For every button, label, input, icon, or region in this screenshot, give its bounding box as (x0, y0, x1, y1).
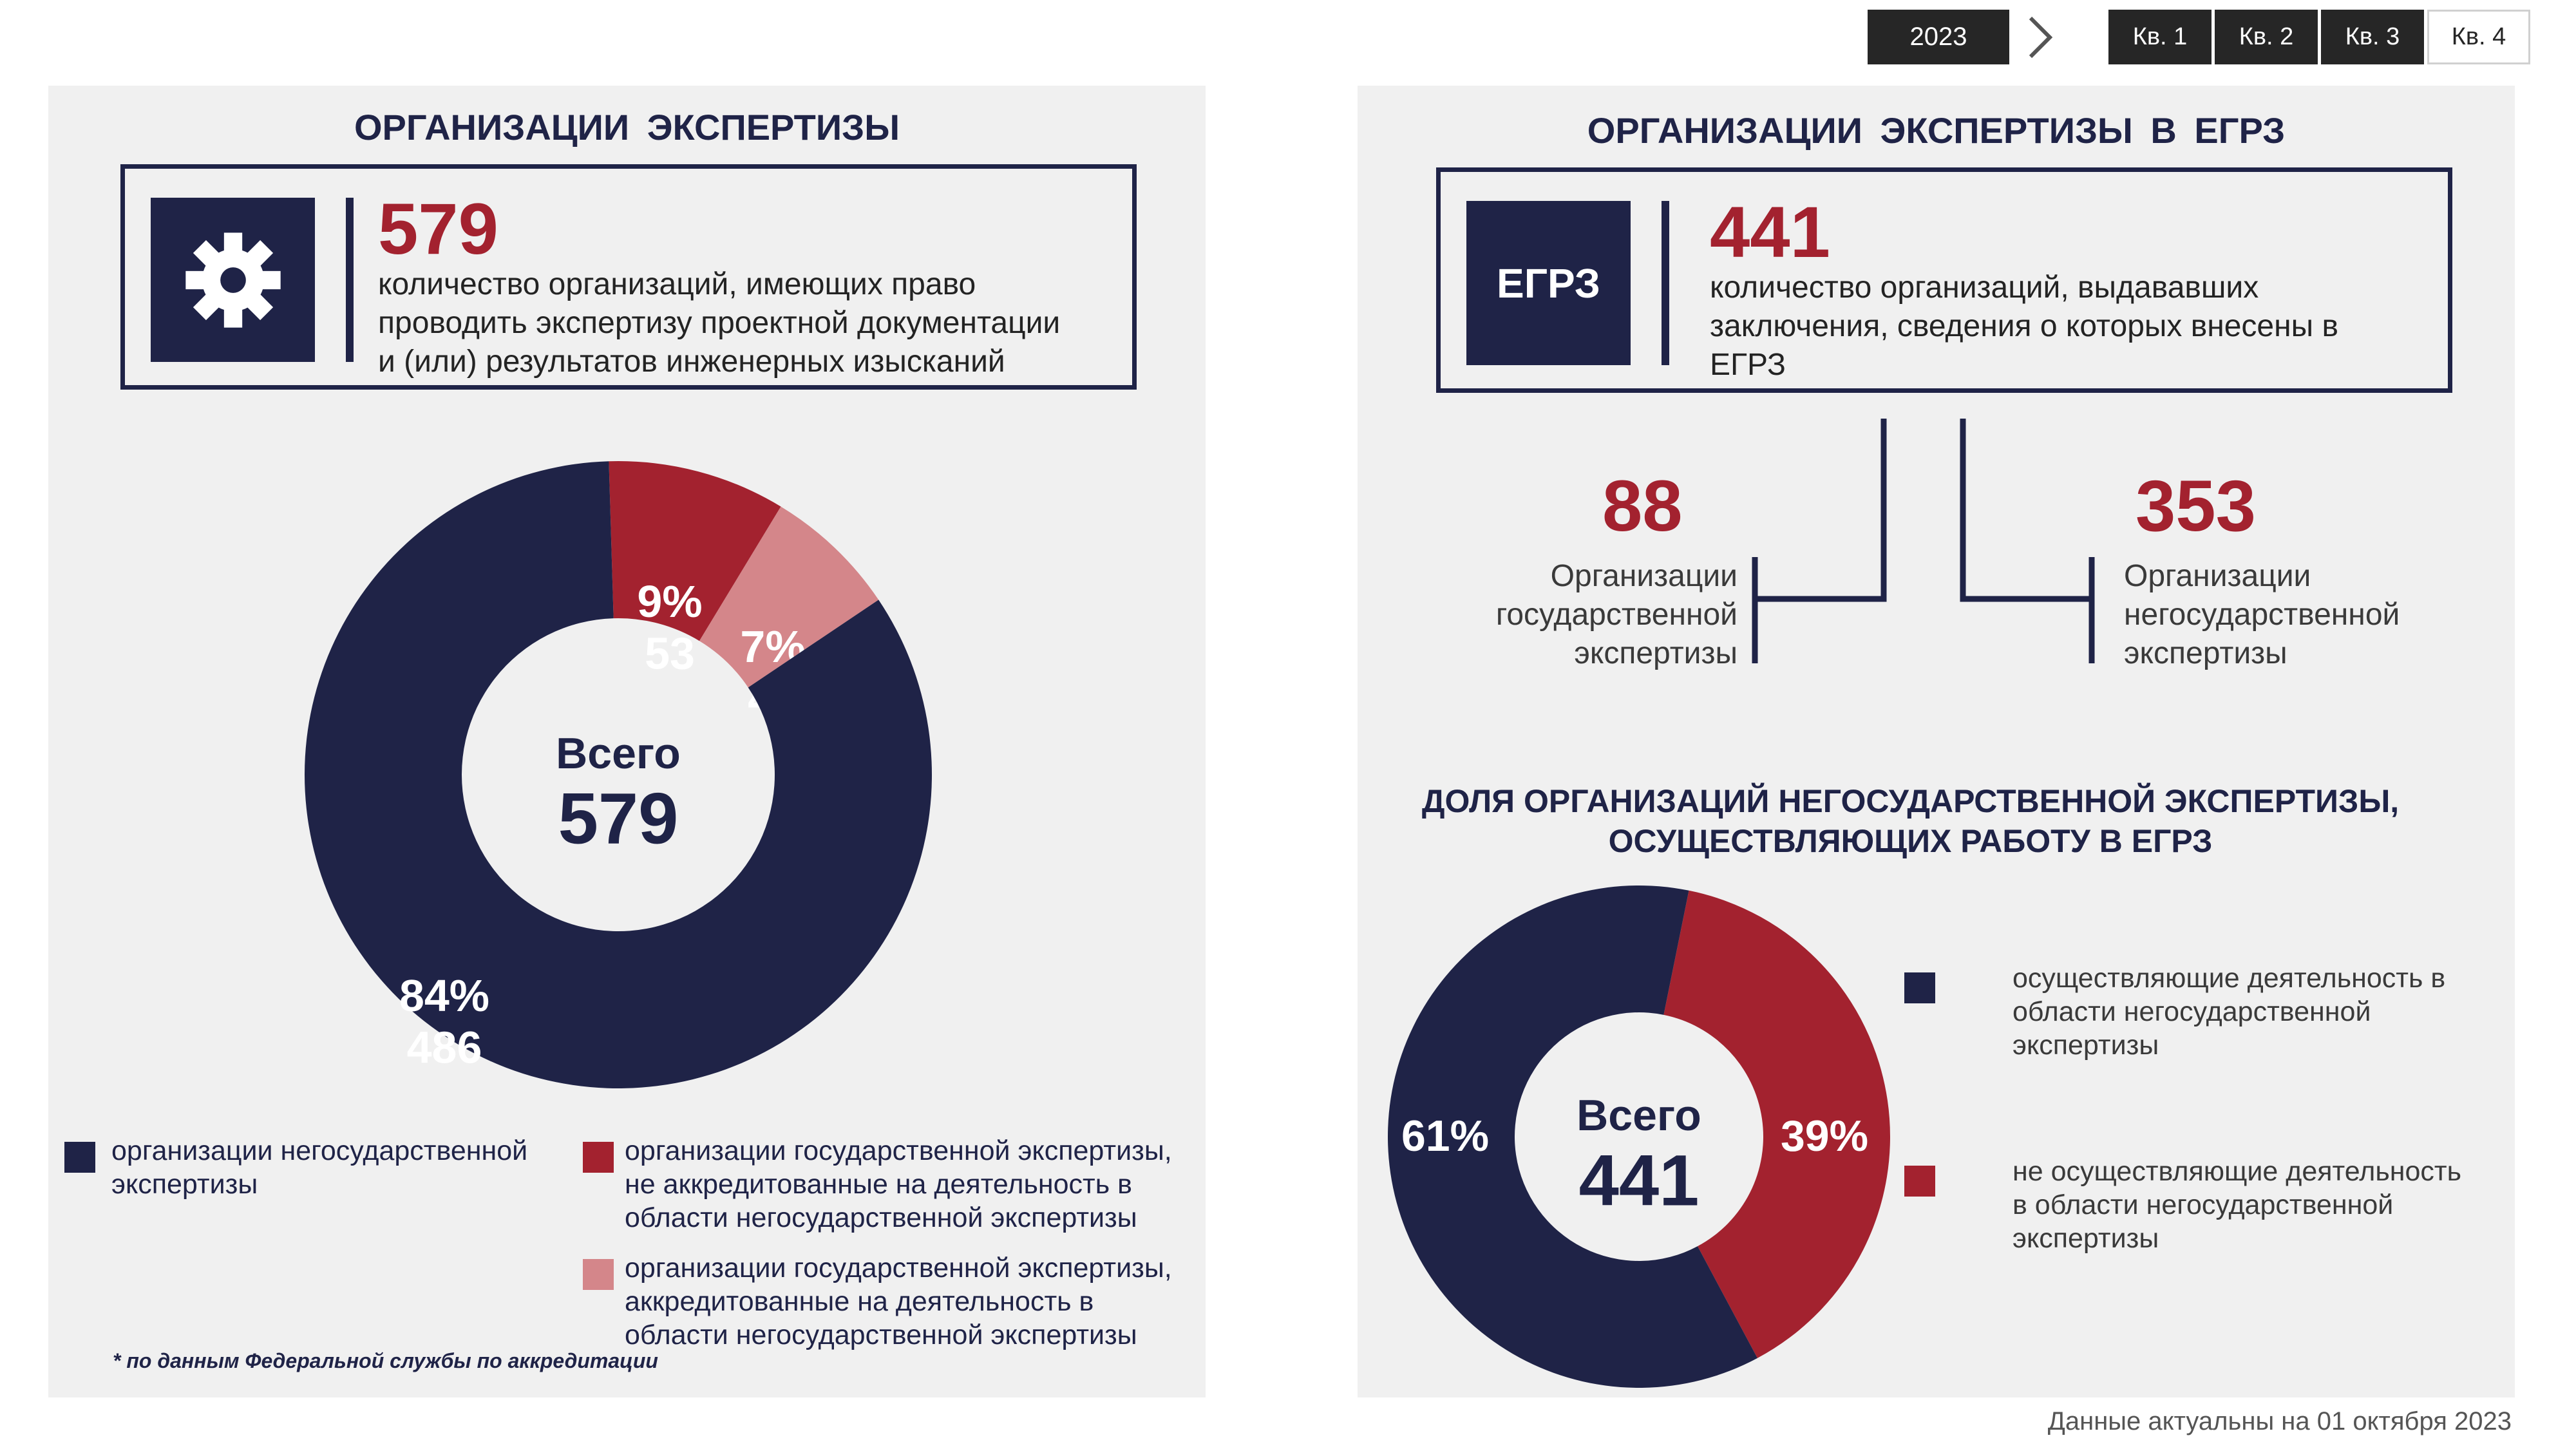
legend-swatch-nongov (64, 1142, 95, 1173)
label-line: экспертизы (1574, 636, 1738, 670)
label-line: Организации (1550, 559, 1738, 593)
egrz-icon: ЕГРЗ (1466, 201, 1631, 365)
donut-slice (609, 461, 781, 641)
quarter-4-button[interactable]: Кв. 4 (2427, 10, 2530, 64)
donut-center-label: Всего (1577, 1091, 1701, 1140)
label-line: негосударственной (2124, 598, 2400, 632)
legend-label-inactive: не осуществляющие деятельность в области… (2012, 1156, 2462, 1254)
desc-line: количество организаций, имеющих право (378, 267, 976, 301)
desc-line: количество организаций, выдававших (1710, 270, 2259, 305)
donut-slice (1663, 890, 1890, 1358)
desc-line: проводить экспертизу проектной документа… (378, 306, 1061, 340)
period-nav: 2023 Кв. 1 Кв. 2 Кв. 3 Кв. 4 (1868, 10, 2531, 64)
total-orgs-number: 579 (378, 189, 498, 269)
donut-slice (699, 506, 879, 688)
divider (346, 198, 354, 362)
legend-label-gov-accredited: организации государственной экспертизы, … (625, 1253, 1172, 1350)
desc-line: ЕГРЗ (1710, 348, 1786, 382)
label-line: экспертизы (2124, 636, 2287, 670)
nongov-orgs-number: 353 (2136, 466, 2256, 546)
legend-swatch-active (1904, 972, 1935, 1003)
slice-percent-label: 39% (1781, 1112, 1868, 1160)
legend-swatch-inactive (1904, 1166, 1935, 1197)
egrz-icon-label: ЕГРЗ (1497, 260, 1600, 307)
legend-swatch-gov-accredited (583, 1259, 614, 1290)
gov-orgs-label: Организации государственной экспертизы (1441, 557, 1738, 673)
panel-title: ОРГАНИЗАЦИИ ЭКСПЕРТИЗЫ В ЕГРЗ (1587, 110, 2286, 151)
desc-line: и (или) результатов инженерных изысканий (378, 345, 1005, 379)
slice-percent-label: 61% (1401, 1112, 1489, 1160)
donut-center-value: 441 (1579, 1140, 1700, 1220)
quarter-3-button[interactable]: Кв. 3 (2321, 10, 2424, 64)
label-line: Организации (2124, 559, 2311, 593)
legend-swatch-gov-nonaccredited (583, 1142, 614, 1173)
slice-value-label: 53 (645, 629, 695, 679)
year-button[interactable]: 2023 (1868, 10, 2009, 64)
connector-lines (1752, 419, 2095, 663)
data-date-note: Данные актуальны на 01 октября 2023 (2047, 1407, 2512, 1435)
donut-slice (1388, 886, 1757, 1388)
egrz-panel: ОРГАНИЗАЦИИ ЭКСПЕРТИЗЫ В ЕГРЗ ЕГРЗ 441 к… (1358, 86, 2515, 1397)
divider (1662, 201, 1669, 365)
egrz-orgs-box: ЕГРЗ 441 количество организаций, выдавав… (1436, 167, 2452, 393)
quarter-1-button[interactable]: Кв. 1 (2108, 10, 2211, 64)
expert-orgs-panel: ОРГАНИЗАЦИИ ЭКСПЕРТИЗЫ 579 (48, 86, 1206, 1397)
title-line: ДОЛЯ ОРГАНИЗАЦИЙ НЕГОСУДАРСТВЕННОЙ ЭКСПЕ… (1421, 783, 2400, 819)
gear-icon (151, 198, 315, 362)
panel-title: ОРГАНИЗАЦИИ ЭКСПЕРТИЗЫ (354, 107, 900, 147)
gov-orgs-number: 88 (1602, 466, 1683, 546)
egrz-orgs-number: 441 (1710, 192, 1830, 272)
nongov-orgs-label: Организации негосударственной экспертизы (2124, 557, 2446, 673)
total-orgs-description: количество организаций, имеющих право пр… (378, 265, 1060, 381)
egrz-orgs-description: количество организаций, выдававших заклю… (1710, 269, 2338, 384)
slice-value-label: 486 (407, 1023, 482, 1073)
legend-label-active: осуществляющие деятельность в области не… (2012, 963, 2446, 1061)
title-line: ОСУЩЕСТВЛЯЮЩИХ РАБОТУ В ЕГРЗ (1608, 823, 2213, 859)
chevron-right-icon[interactable] (2021, 15, 2060, 60)
legend-label-gov-nonaccredited: организации государственной экспертизы, … (625, 1135, 1172, 1233)
total-orgs-box: 579 количество организаций, имеющих прав… (120, 164, 1137, 390)
donut-center-value: 579 (558, 778, 679, 858)
donut-center-label: Всего (556, 729, 681, 778)
legend-label-nongov: организации негосударственной экспертизы (111, 1135, 528, 1200)
quarter-2-button[interactable]: Кв. 2 (2215, 10, 2318, 64)
donut-slice (305, 461, 933, 1088)
desc-line: заключения, сведения о которых внесены в (1710, 309, 2338, 343)
slice-percent-label: 9% (637, 576, 702, 627)
label-line: государственной (1495, 598, 1738, 632)
share-chart-title: ДОЛЯ ОРГАНИЗАЦИЙ НЕГОСУДАРСТВЕННОЙ ЭКСПЕ… (1332, 781, 2489, 861)
source-footnote: * по данным Федеральной службы по аккред… (113, 1349, 658, 1372)
slice-percent-label: 84% (399, 971, 489, 1021)
